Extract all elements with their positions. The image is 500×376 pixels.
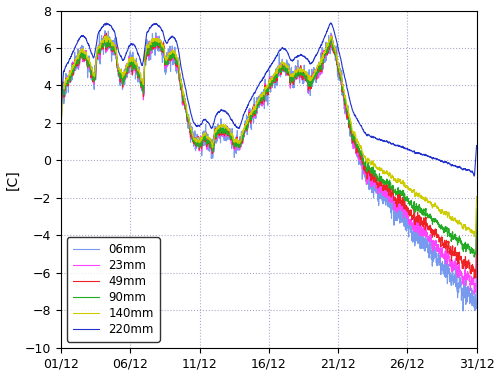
220mm	[438, 158, 444, 163]
49mm	[474, 215, 480, 220]
06mm	[168, 55, 174, 59]
49mm	[58, 131, 64, 135]
140mm	[356, 141, 362, 146]
49mm	[104, 31, 110, 35]
49mm	[184, 107, 190, 112]
06mm	[90, 71, 96, 76]
06mm	[356, 154, 362, 158]
06mm	[58, 142, 64, 147]
220mm	[183, 89, 189, 94]
90mm	[329, 35, 335, 40]
23mm	[438, 246, 444, 250]
Line: 90mm: 90mm	[61, 38, 476, 257]
Line: 220mm: 220mm	[61, 23, 476, 176]
90mm	[438, 223, 444, 227]
06mm	[474, 238, 480, 243]
220mm	[58, 106, 64, 111]
23mm	[356, 148, 362, 152]
49mm	[438, 236, 444, 240]
23mm	[58, 131, 64, 136]
23mm	[183, 107, 189, 111]
06mm	[460, 309, 466, 313]
Line: 23mm: 23mm	[61, 35, 476, 294]
06mm	[184, 105, 190, 109]
06mm	[438, 255, 444, 259]
06mm	[400, 216, 406, 220]
23mm	[90, 72, 96, 76]
Line: 49mm: 49mm	[61, 33, 476, 278]
140mm	[184, 104, 190, 108]
140mm	[471, 234, 477, 239]
220mm	[168, 35, 174, 39]
Line: 140mm: 140mm	[61, 36, 476, 237]
220mm	[474, 143, 480, 148]
140mm	[438, 209, 444, 213]
140mm	[168, 50, 174, 55]
49mm	[356, 147, 362, 152]
23mm	[328, 33, 334, 37]
140mm	[102, 33, 108, 38]
220mm	[471, 174, 477, 178]
140mm	[58, 125, 64, 129]
90mm	[400, 191, 406, 195]
90mm	[472, 255, 478, 259]
140mm	[400, 180, 406, 185]
90mm	[58, 130, 64, 135]
23mm	[400, 205, 406, 210]
140mm	[474, 194, 480, 199]
90mm	[356, 146, 362, 151]
220mm	[356, 120, 362, 124]
Y-axis label: [C]: [C]	[6, 169, 20, 190]
220mm	[328, 21, 334, 25]
Legend: 06mm, 23mm, 49mm, 90mm, 140mm, 220mm: 06mm, 23mm, 49mm, 90mm, 140mm, 220mm	[67, 237, 160, 342]
23mm	[474, 222, 480, 226]
90mm	[90, 74, 96, 78]
06mm	[102, 29, 108, 33]
49mm	[471, 276, 477, 280]
49mm	[400, 201, 406, 205]
49mm	[90, 73, 96, 77]
220mm	[400, 145, 406, 149]
220mm	[90, 54, 96, 58]
23mm	[471, 292, 477, 297]
140mm	[90, 70, 96, 74]
23mm	[168, 55, 174, 59]
90mm	[183, 107, 189, 112]
Line: 06mm: 06mm	[61, 31, 476, 311]
49mm	[168, 55, 174, 59]
90mm	[474, 206, 480, 211]
90mm	[168, 55, 174, 59]
